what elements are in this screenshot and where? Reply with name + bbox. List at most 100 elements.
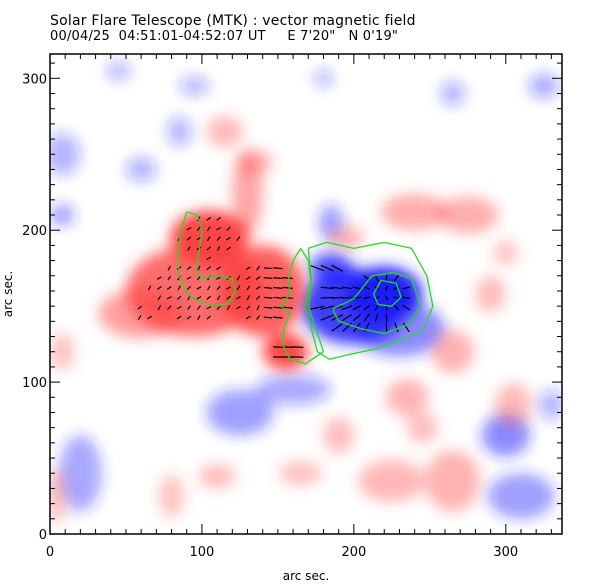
vector-153: [216, 216, 222, 221]
positive-contour-east: [280, 248, 325, 365]
vector-18: [206, 315, 211, 320]
vector-105: [186, 276, 192, 280]
vector-45: [310, 305, 325, 310]
positive-region-16: [407, 412, 438, 443]
vector-10: [385, 322, 388, 333]
vector-26: [352, 313, 362, 322]
vector-76: [393, 296, 400, 300]
negative-region-11: [50, 132, 81, 176]
vector-79: [157, 286, 162, 290]
vector-35: [196, 305, 201, 311]
vector-29: [385, 313, 388, 322]
vector-112: [255, 276, 261, 280]
y-tick-label: 200: [22, 224, 47, 239]
negative-contour-outer: [304, 241, 434, 360]
vector-64: [246, 295, 251, 301]
vector-16: [186, 315, 192, 320]
positive-region-6: [206, 116, 243, 147]
vector-19: [245, 315, 251, 320]
vector-145: [236, 236, 241, 241]
negative-region-19: [179, 76, 210, 96]
positive-region-19: [425, 450, 480, 512]
vector-54: [402, 304, 411, 311]
vector-22: [273, 316, 283, 319]
vector-field-layer: [137, 216, 411, 358]
vector-87: [236, 285, 241, 291]
chart-title: Solar Flare Telescope (MTK) : vector mag…: [50, 13, 416, 29]
vector-50: [363, 304, 371, 311]
negative-region-18: [314, 69, 333, 88]
vector-33: [176, 305, 182, 310]
vector-53: [393, 304, 400, 311]
vector-102: [156, 276, 162, 280]
vector-130: [310, 265, 325, 272]
vector-37: [216, 305, 221, 310]
positive-region-24: [50, 468, 67, 524]
vector-117: [374, 274, 379, 282]
vector-101: [402, 286, 411, 290]
vector-110: [236, 275, 241, 281]
vector-82: [186, 285, 192, 291]
negative-region-2: [309, 252, 353, 284]
vector-3: [273, 346, 283, 348]
vector-61: [216, 295, 221, 301]
vector-28: [374, 313, 379, 322]
vector-147: [196, 226, 201, 232]
vector-88: [246, 285, 251, 291]
plot-frame: [49, 53, 563, 535]
vector-36: [206, 305, 212, 310]
vector-5: [291, 346, 304, 348]
vector-12: [402, 322, 410, 333]
vector-103: [167, 275, 172, 281]
vector-43: [273, 306, 283, 309]
vector-59: [196, 295, 202, 300]
positive-region-7: [236, 149, 274, 174]
vector-39: [235, 305, 241, 310]
vector-34: [187, 305, 191, 311]
vector-63: [235, 295, 241, 300]
vector-140: [186, 236, 192, 241]
vector-113: [263, 277, 273, 279]
vector-90: [263, 286, 273, 289]
vector-6: [331, 323, 344, 332]
vector-31: [157, 305, 162, 311]
negative-region-4: [255, 374, 332, 405]
vector-67: [273, 296, 283, 299]
negative-contour-middle: [332, 272, 422, 335]
positive-region-22: [159, 474, 184, 518]
vector-66: [263, 296, 273, 299]
vector-44: [282, 306, 294, 309]
vector-40: [246, 305, 251, 310]
positive-region-14: [495, 383, 532, 427]
negative-region-7: [487, 473, 555, 519]
vector-132: [331, 264, 344, 272]
vector-15: [176, 315, 182, 320]
negative-region-5: [206, 389, 274, 436]
vector-97: [363, 286, 371, 290]
vector-62: [226, 295, 231, 300]
vector-51: [374, 304, 379, 311]
vector-142: [206, 236, 211, 242]
plot-area: [50, 54, 562, 534]
vector-91: [273, 286, 283, 289]
positive-region-2: [220, 245, 306, 337]
vector-127: [256, 265, 260, 271]
vector-41: [256, 305, 260, 311]
vector-115: [282, 277, 294, 280]
vector-78: [147, 285, 152, 291]
vector-57: [176, 295, 182, 301]
vector-25: [341, 313, 353, 322]
vector-21: [263, 316, 273, 319]
vector-152: [206, 216, 212, 221]
negative-region-17: [106, 61, 131, 80]
positive-region-10: [328, 225, 365, 250]
vector-89: [255, 286, 261, 290]
vector-124: [206, 266, 212, 271]
vector-32: [167, 305, 172, 310]
positive-region-12: [493, 240, 518, 266]
vector-48: [341, 305, 353, 311]
vector-118: [385, 274, 388, 282]
vector-148: [206, 226, 211, 232]
positive-region-17: [323, 417, 354, 454]
